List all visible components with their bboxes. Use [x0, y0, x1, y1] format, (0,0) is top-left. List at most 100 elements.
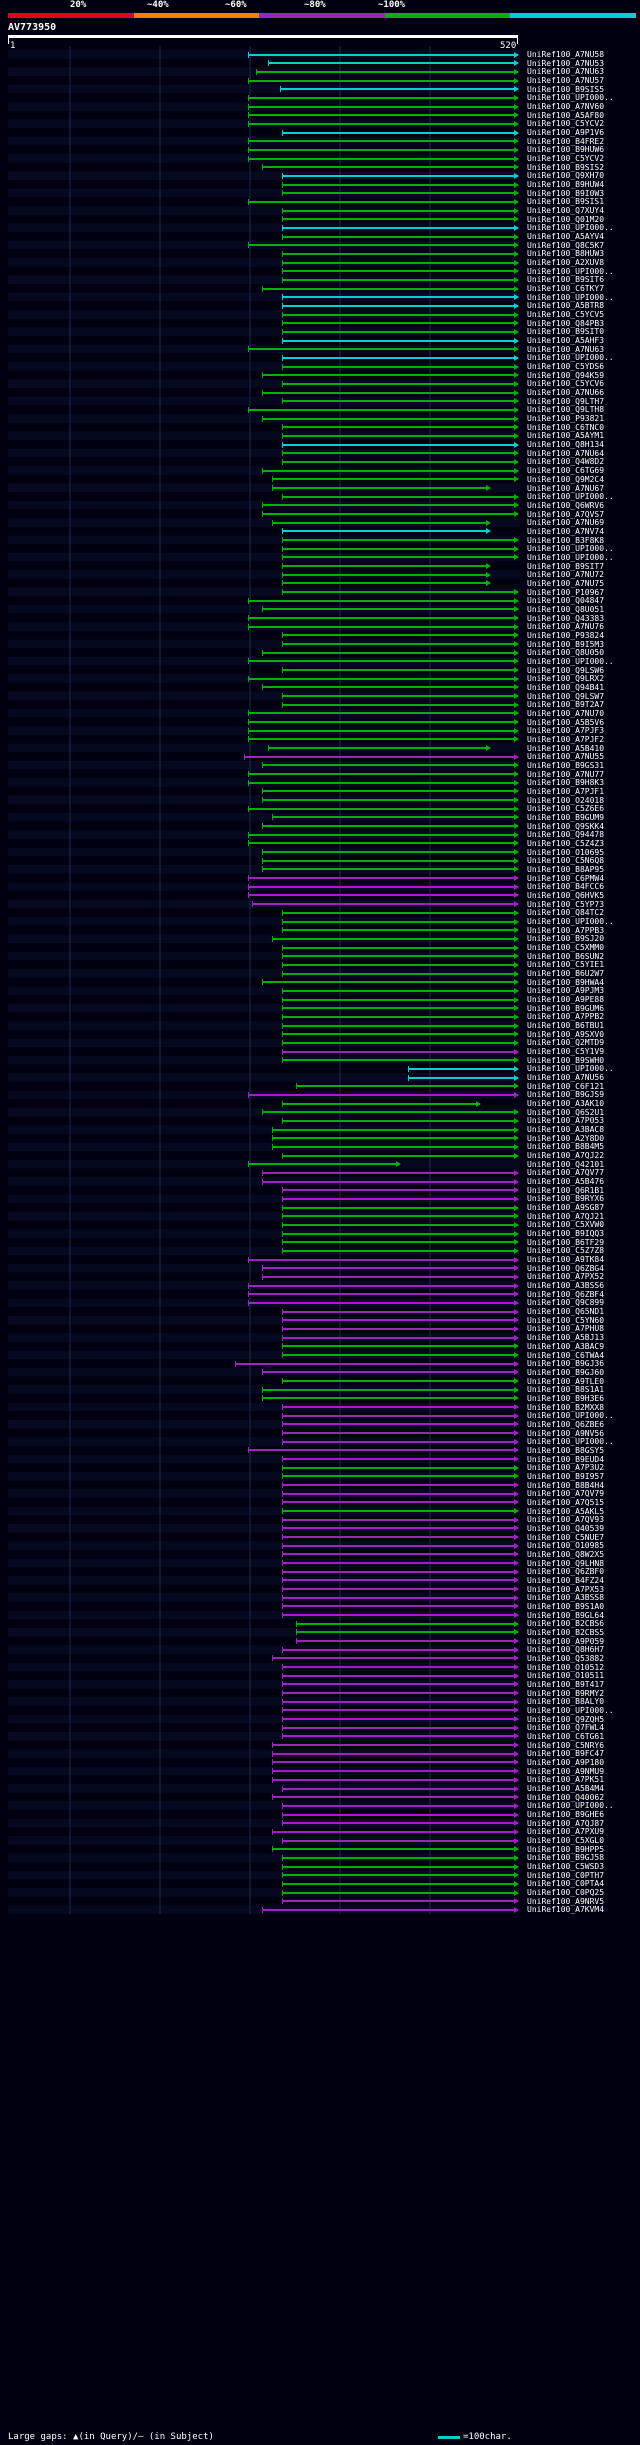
- hit-label-link[interactable]: UniRef100_B9T417: [527, 1679, 605, 1689]
- hit-label-link[interactable]: UniRef100_A7NU57: [527, 76, 605, 85]
- hit-label-link[interactable]: UniRef100_A7PJF3: [527, 726, 605, 736]
- hit-label-link[interactable]: UniRef100_B8GSY5: [527, 1445, 605, 1455]
- hit-alignment-bar[interactable]: [272, 1778, 518, 1781]
- hit-alignment-bar[interactable]: [282, 989, 518, 992]
- hit-alignment-bar[interactable]: [282, 400, 518, 403]
- hit-label-link[interactable]: UniRef100_A9P059: [527, 1636, 605, 1646]
- hit-label-link[interactable]: UniRef100_Q9ZQH5: [527, 1714, 605, 1724]
- hit-label-link[interactable]: UniRef100_Q6ZBE6: [527, 1419, 605, 1429]
- hit-alignment-bar[interactable]: [282, 1614, 518, 1617]
- hit-alignment-bar[interactable]: [262, 851, 518, 854]
- hit-alignment-bar[interactable]: [272, 937, 518, 940]
- hit-label-link[interactable]: UniRef100_C6F121: [527, 1081, 605, 1091]
- hit-alignment-bar[interactable]: [282, 1223, 518, 1226]
- hit-alignment-bar[interactable]: [262, 391, 518, 394]
- hit-alignment-bar[interactable]: [282, 1206, 518, 1209]
- hit-alignment-bar[interactable]: [262, 1180, 518, 1183]
- hit-label-link[interactable]: UniRef100_Q4W8D2: [527, 457, 605, 467]
- hit-alignment-bar[interactable]: [248, 660, 518, 663]
- hit-alignment-bar[interactable]: [252, 903, 518, 906]
- hit-label-link[interactable]: UniRef100_A7Q515: [527, 1497, 605, 1507]
- hit-label-link[interactable]: UniRef100_A3BAC9: [527, 1341, 605, 1351]
- hit-alignment-bar[interactable]: [282, 547, 518, 550]
- hit-label-link[interactable]: UniRef100_Q9LTH8: [527, 405, 605, 415]
- hit-label-link[interactable]: UniRef100_A7NU75: [527, 578, 605, 588]
- hit-alignment-bar[interactable]: [272, 1752, 518, 1755]
- hit-alignment-bar[interactable]: [282, 1354, 518, 1356]
- hit-alignment-bar[interactable]: [272, 1848, 518, 1851]
- hit-alignment-bar[interactable]: [280, 88, 518, 91]
- hit-alignment-bar[interactable]: [408, 1076, 518, 1079]
- hit-alignment-bar[interactable]: [282, 998, 518, 1001]
- hit-label-link[interactable]: UniRef100_A2XUV8: [527, 258, 605, 268]
- hit-alignment-bar[interactable]: [282, 1648, 518, 1651]
- hit-alignment-bar[interactable]: [262, 1111, 518, 1114]
- hit-label-link[interactable]: UniRef100_A7NU76: [527, 622, 605, 632]
- hit-label-link[interactable]: UniRef100_A9P1V6: [527, 128, 605, 138]
- hit-alignment-bar[interactable]: [262, 374, 518, 377]
- hit-label-link[interactable]: UniRef100_B9GUM9: [527, 812, 605, 822]
- hit-label-link[interactable]: UniRef100_B2CBS6: [527, 1619, 605, 1629]
- hit-label-link[interactable]: UniRef100_B4FCC6: [527, 882, 605, 892]
- hit-label-link[interactable]: UniRef100_B9GUM6: [527, 1003, 605, 1013]
- hit-label-link[interactable]: UniRef100_A7PPB3: [527, 925, 605, 935]
- hit-alignment-bar[interactable]: [282, 1197, 518, 1200]
- hit-label-link[interactable]: UniRef100_C5YCV6: [527, 379, 605, 389]
- hit-alignment-bar[interactable]: [282, 1839, 518, 1842]
- hit-alignment-bar[interactable]: [272, 1128, 518, 1131]
- hit-label-link[interactable]: UniRef100_B9SIT6: [527, 275, 605, 285]
- hit-label-link[interactable]: UniRef100_B6SUN2: [527, 951, 605, 961]
- hit-alignment-bar[interactable]: [272, 1744, 518, 1747]
- hit-label-link[interactable]: UniRef100_Q01M20: [527, 214, 605, 224]
- hit-alignment-bar[interactable]: [282, 261, 518, 264]
- hit-alignment-bar[interactable]: [282, 365, 518, 368]
- hit-alignment-bar[interactable]: [282, 1865, 518, 1868]
- hit-label-link[interactable]: UniRef100_Q53882: [527, 1653, 605, 1663]
- hit-alignment-bar[interactable]: [282, 1059, 518, 1062]
- hit-label-link[interactable]: UniRef100_B9GJ36: [527, 1359, 605, 1369]
- hit-alignment-bar[interactable]: [282, 1510, 518, 1513]
- hit-alignment-bar[interactable]: [282, 946, 518, 949]
- hit-label-link[interactable]: UniRef100_B6TF29: [527, 1237, 605, 1247]
- hit-label-link[interactable]: UniRef100_Q8H6H7: [527, 1645, 605, 1655]
- hit-label-link[interactable]: UniRef100_B9T2A7: [527, 700, 605, 710]
- hit-alignment-bar[interactable]: [282, 1215, 518, 1218]
- hit-label-link[interactable]: UniRef100_A5AYV4: [527, 232, 605, 242]
- hit-alignment-bar[interactable]: [248, 729, 518, 732]
- hit-alignment-bar[interactable]: [272, 1796, 518, 1799]
- hit-alignment-bar[interactable]: [282, 1666, 518, 1669]
- hit-label-link[interactable]: UniRef100_C0PTH7: [527, 1870, 605, 1880]
- hit-alignment-bar[interactable]: [248, 599, 518, 602]
- hit-alignment-bar[interactable]: [282, 296, 518, 299]
- hit-alignment-bar[interactable]: [272, 521, 490, 524]
- hit-label-link[interactable]: UniRef100_C0PTA4: [527, 1879, 605, 1889]
- hit-alignment-bar[interactable]: [282, 634, 518, 637]
- hit-label-link[interactable]: UniRef100_Q9LSW6: [527, 665, 605, 675]
- hit-alignment-bar[interactable]: [282, 703, 518, 706]
- hit-label-link[interactable]: UniRef100_A7NU64: [527, 448, 605, 458]
- hit-alignment-bar[interactable]: [272, 1145, 518, 1148]
- hit-label-link[interactable]: UniRef100_UPI000..: [527, 544, 614, 554]
- hit-alignment-bar[interactable]: [282, 1570, 518, 1573]
- hit-label-link[interactable]: UniRef100_A7QJ21: [527, 1211, 605, 1221]
- hit-alignment-bar[interactable]: [272, 1137, 518, 1140]
- hit-label-link[interactable]: UniRef100_Q6S2U1: [527, 1107, 605, 1117]
- hit-label-link[interactable]: UniRef100_A9PJM3: [527, 986, 605, 996]
- hit-alignment-bar[interactable]: [262, 651, 518, 654]
- hit-label-link[interactable]: UniRef100_A5B4M4: [527, 1784, 605, 1793]
- hit-alignment-bar[interactable]: [248, 625, 518, 628]
- hit-alignment-bar[interactable]: [248, 1258, 518, 1261]
- hit-label-link[interactable]: UniRef100_C5Z4Z3: [527, 838, 605, 848]
- hit-label-link[interactable]: UniRef100_B9I0W3: [527, 188, 605, 198]
- hit-alignment-bar[interactable]: [296, 1085, 518, 1088]
- hit-label-link[interactable]: UniRef100_B9HUW4: [527, 180, 605, 190]
- hit-alignment-bar[interactable]: [248, 96, 518, 99]
- hit-alignment-bar[interactable]: [282, 1553, 518, 1556]
- hit-alignment-bar[interactable]: [248, 773, 518, 776]
- hit-label-link[interactable]: UniRef100_B9HWA4: [527, 977, 605, 987]
- hit-label-link[interactable]: UniRef100_A7NU70: [527, 708, 605, 718]
- hit-alignment-bar[interactable]: [282, 1882, 518, 1885]
- hit-alignment-bar[interactable]: [282, 322, 518, 325]
- hit-alignment-bar[interactable]: [282, 1588, 518, 1591]
- hit-alignment-bar[interactable]: [248, 200, 518, 203]
